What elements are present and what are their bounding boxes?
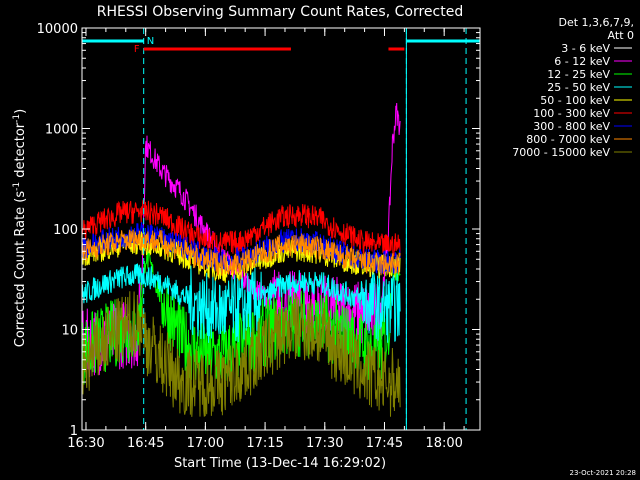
y-axis-label-sup2: -1 — [12, 114, 22, 123]
axes-layer: 1 10 100 1000 10000 16:30 16:45 17:00 17:15 17:30… — [37, 22, 481, 451]
flare-marker-label: F — [134, 44, 140, 55]
x-tick-label: 17:30 — [306, 436, 343, 451]
legend-entry-label: 300 - 800 keV — [533, 120, 610, 133]
y-axis-label-mid: detector — [13, 122, 28, 182]
legend-entry-label: 25 - 50 keV — [547, 81, 610, 94]
legend-entry-label: 50 - 100 keV — [540, 94, 610, 107]
y-axis-label-main: Corrected Count Rate (s — [13, 191, 28, 348]
legend-entry-label: 7000 - 15000 keV — [512, 146, 610, 159]
legend-entry-label: 800 - 7000 keV — [526, 133, 610, 146]
legend-entry-label: 100 - 300 keV — [533, 107, 610, 120]
series-line — [81, 199, 401, 257]
y-axis-label-end: ) — [13, 109, 28, 114]
y-tick-label: 1000 — [45, 123, 78, 138]
legend-header-line1: Det 1,3,6,7,9, — [558, 16, 634, 29]
series-line — [81, 263, 401, 343]
x-tick-label: 17:00 — [187, 436, 224, 451]
x-tick-label: 17:15 — [246, 436, 283, 451]
legend-entry-label: 3 - 6 keV — [561, 42, 610, 55]
y-tick-label: 100 — [53, 223, 78, 238]
legend-entry-label: 6 - 12 keV — [554, 55, 610, 68]
x-tick-label: 16:45 — [127, 436, 164, 451]
series-line — [81, 291, 401, 417]
x-tick-label: 16:30 — [67, 436, 104, 451]
series-line — [81, 229, 401, 277]
series-layer — [81, 102, 401, 431]
legend-entry-label: 12 - 25 keV — [547, 68, 610, 81]
x-tick-label: 18:00 — [425, 436, 462, 451]
y-axis-label-sup1: -1 — [12, 182, 22, 191]
y-tick-label: 10000 — [37, 22, 78, 37]
chart-title: RHESSI Observing Summary Count Rates, Co… — [97, 4, 463, 20]
x-tick-label: 17:45 — [366, 436, 403, 451]
y-tick-label: 10 — [61, 324, 78, 339]
y-tick-label: 1 — [70, 424, 78, 439]
legend-header-line2: Att 0 — [608, 29, 634, 42]
timestamp: 23-Oct-2021 20:28 — [570, 469, 636, 477]
y-axis-label: Corrected Count Rate (s-1 detector-1) — [12, 109, 28, 347]
x-axis-label: Start Time (13-Dec-14 16:29:02) — [174, 456, 386, 471]
night-marker-label: N — [147, 36, 154, 47]
